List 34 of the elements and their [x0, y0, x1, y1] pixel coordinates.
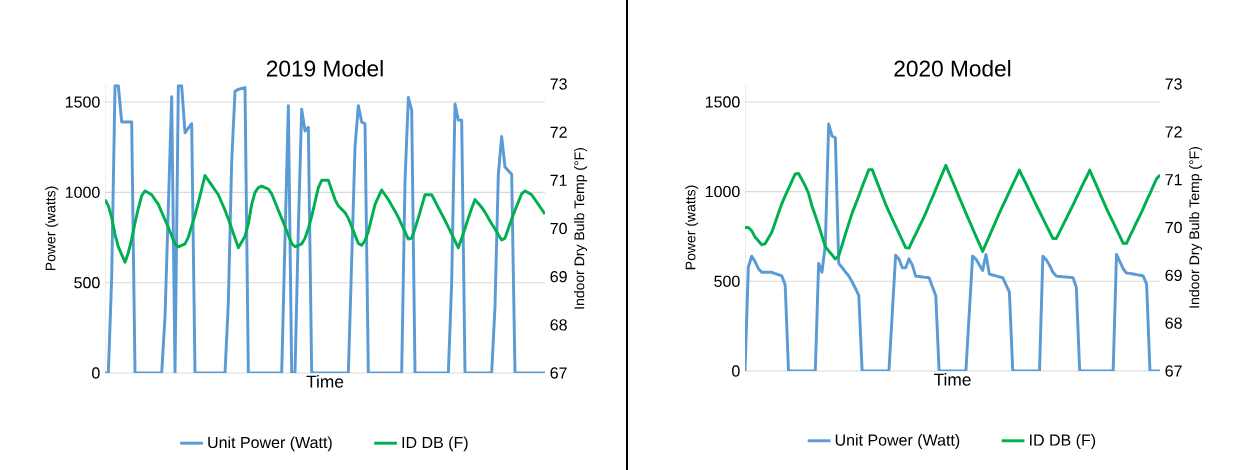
y2-tick-label: 69	[1165, 269, 1182, 281]
y-tick-label: 500	[74, 277, 100, 289]
y-tick-label: 1500	[705, 96, 740, 108]
y-tick-label: 0	[92, 367, 100, 379]
y2-tick-label: 73	[1165, 78, 1182, 90]
x-axis-title: Time	[306, 375, 344, 388]
y-tick-label: 500	[714, 275, 740, 287]
legend-label: ID DB (F)	[402, 436, 468, 452]
chart-title: 2019 Model	[266, 59, 383, 77]
y2-tick-label: 71	[1165, 174, 1182, 186]
y-tick-label: 0	[732, 365, 740, 377]
y2-axis-title: Indoor Dry Bulb Temp (°F)	[1189, 147, 1203, 308]
y-tick-label: 1000	[65, 186, 100, 199]
y2-tick-label: 70	[1165, 221, 1182, 234]
y2-tick-label: 68	[1165, 317, 1182, 329]
y2-tick-label: 69	[550, 271, 567, 283]
y2-tick-label: 67	[550, 367, 567, 379]
y2-tick-label: 72	[1165, 126, 1182, 138]
y-axis-title: Power (watts)	[45, 186, 59, 271]
y-tick-label: 1000	[705, 185, 740, 198]
y2-tick-label: 73	[550, 78, 567, 90]
y-axis-title: Power (watts)	[685, 185, 699, 270]
legend-label: Unit Power (Watt)	[208, 436, 332, 452]
chart-title: 2020 Model	[894, 59, 1011, 77]
y2-tick-label: 67	[1165, 365, 1182, 377]
y2-tick-label: 70	[550, 222, 567, 235]
y2-tick-label: 71	[550, 174, 567, 186]
legend-label: ID DB (F)	[1030, 433, 1096, 449]
y2-tick-label: 68	[550, 319, 567, 331]
x-axis-title: Time	[933, 373, 971, 386]
legend-label: Unit Power (Watt)	[835, 433, 960, 449]
y2-tick-label: 72	[550, 126, 567, 138]
y2-axis-title: Indoor Dry Bulb Temp (°F)	[574, 148, 588, 309]
y-tick-label: 1500	[65, 96, 100, 108]
